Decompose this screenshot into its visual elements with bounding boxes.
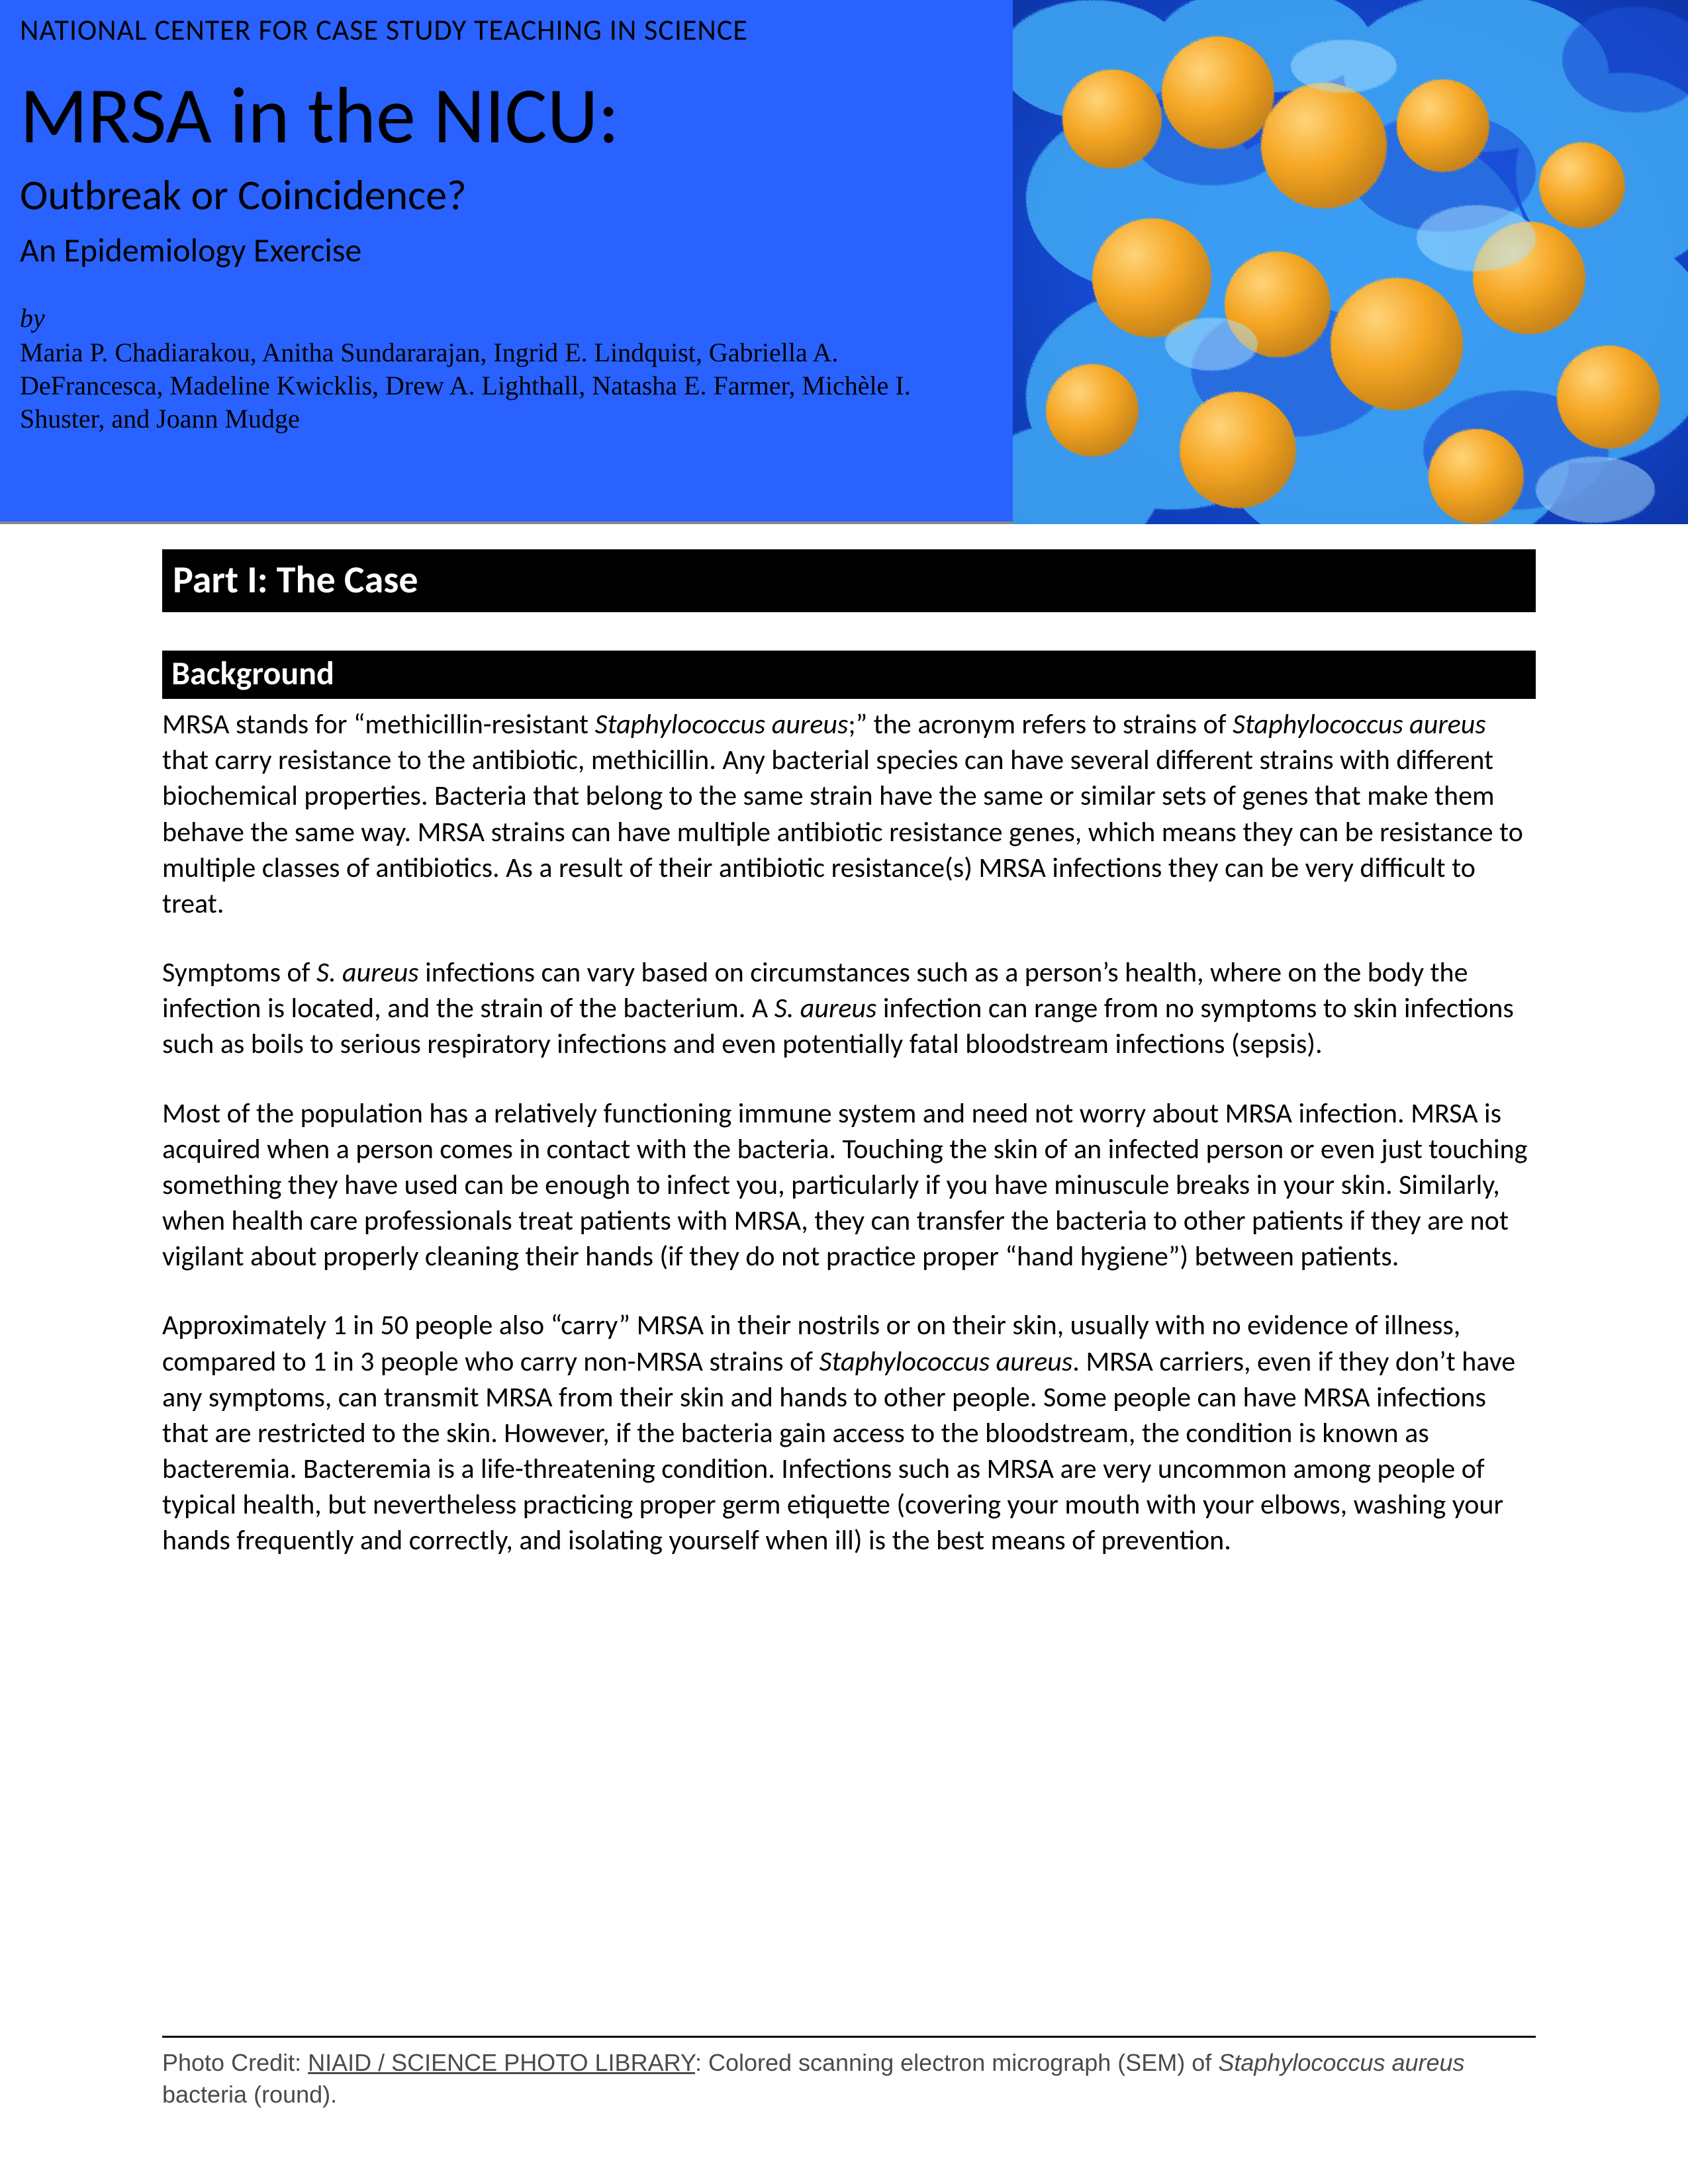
doc-subtitle: Outbreak or Coincidence? bbox=[20, 169, 986, 221]
doc-subtitle-2: An Epidemiology Exercise bbox=[20, 230, 986, 271]
photo-credit-footer: Photo Credit: NIAID / SCIENCE PHOTO LIBR… bbox=[162, 2036, 1536, 2111]
page: NATIONAL CENTER FOR CASE STUDY TEACHING … bbox=[0, 0, 1688, 2184]
credit-prefix: Photo Credit: bbox=[162, 2049, 308, 2076]
paragraph: Symptoms of S. aureus infections can var… bbox=[162, 955, 1536, 1063]
doc-title: MRSA in the NICU: bbox=[20, 74, 986, 158]
org-name: NATIONAL CENTER FOR CASE STUDY TEACHING … bbox=[20, 12, 986, 48]
section-body: MRSA stands for “methicillin-resistant S… bbox=[162, 707, 1536, 1559]
by-label: by bbox=[20, 302, 986, 334]
header-text-block: NATIONAL CENTER FOR CASE STUDY TEACHING … bbox=[20, 12, 986, 435]
paragraph: MRSA stands for “methicillin-resistant S… bbox=[162, 707, 1536, 922]
credit-link[interactable]: NIAID / SCIENCE PHOTO LIBRARY bbox=[308, 2049, 695, 2076]
authors: Maria P. Chadiarakou, Anitha Sundararaja… bbox=[20, 336, 986, 435]
part-title: Part I: The Case bbox=[162, 549, 1536, 612]
header-banner: NATIONAL CENTER FOR CASE STUDY TEACHING … bbox=[0, 0, 1688, 524]
content-area: Part I: The Case Background MRSA stands f… bbox=[162, 549, 1536, 1592]
paragraph: Most of the population has a relatively … bbox=[162, 1096, 1536, 1275]
paragraph: Approximately 1 in 50 people also “carry… bbox=[162, 1308, 1536, 1559]
micrograph-image bbox=[1013, 0, 1688, 524]
section-heading: Background bbox=[162, 651, 1536, 699]
